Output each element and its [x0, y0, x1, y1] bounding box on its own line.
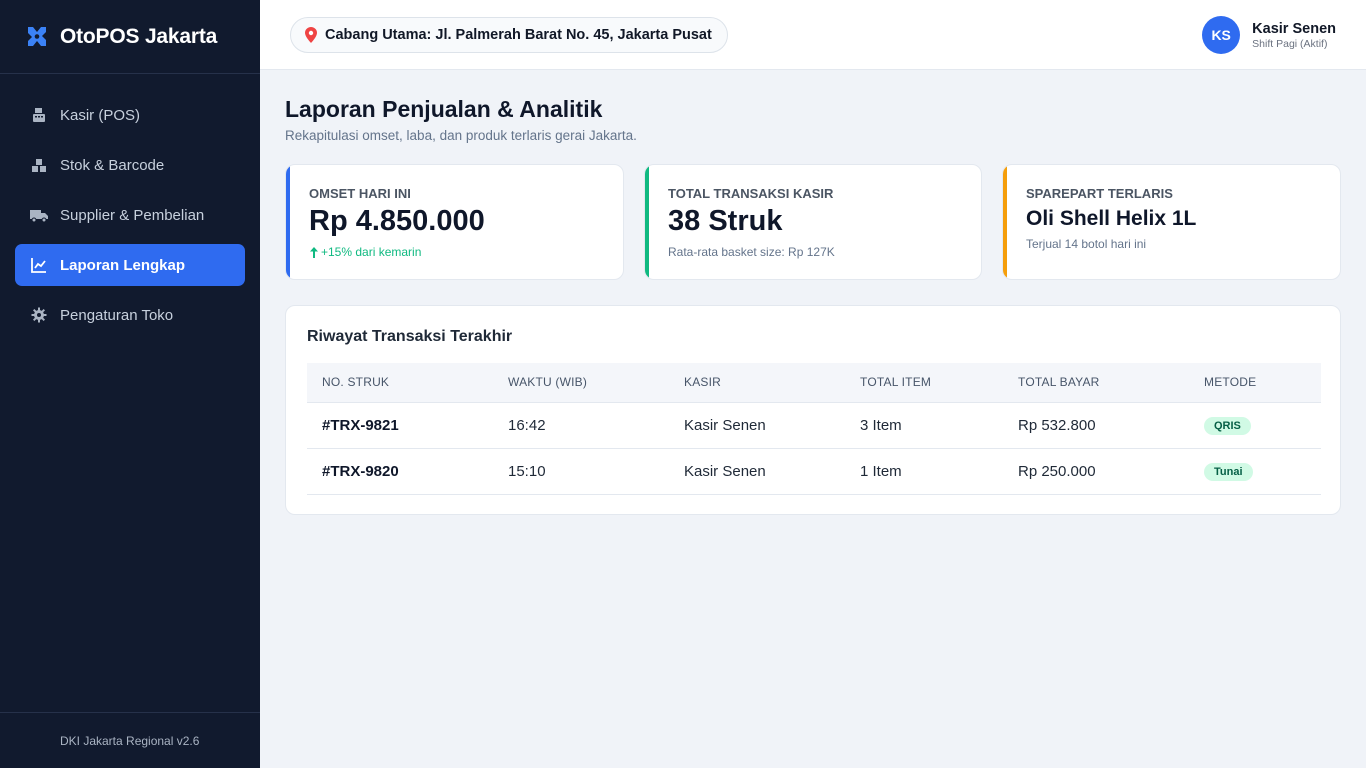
- table-row[interactable]: #TRX-9821 16:42 Kasir Senen 3 Item Rp 53…: [307, 402, 1321, 449]
- sidebar-item-label: Laporan Lengkap: [60, 256, 186, 274]
- topbar: Cabang Utama: Jl. Palmerah Barat No. 45,…: [260, 0, 1366, 70]
- column-header[interactable]: METODE: [1189, 363, 1321, 403]
- item-count: 1 Item: [845, 448, 1003, 495]
- receipt-id: #TRX-9820: [307, 448, 493, 495]
- sidebar: OtoPOS Jakarta Kasir (POS) Stok & Barcod…: [0, 0, 260, 768]
- card-label: TOTAL TRANSAKSI KASIR: [668, 186, 834, 201]
- cashier-name: Kasir Senen: [669, 402, 845, 449]
- payment-method-badge: Tunai: [1204, 462, 1253, 481]
- item-count: 3 Item: [845, 402, 1003, 449]
- card-value: Oli Shell Helix 1L: [1026, 207, 1197, 230]
- sidebar-item-label: Stok & Barcode: [60, 156, 165, 174]
- branch-label: Cabang Utama: Jl. Palmerah Barat No. 45,…: [325, 27, 712, 43]
- column-header[interactable]: TOTAL ITEM: [845, 363, 1003, 403]
- transaction-table: NO. STRUK WAKTU (WIB) KASIR TOTAL ITEM T…: [307, 363, 1321, 495]
- total-paid: Rp 532.800: [1003, 402, 1189, 449]
- table-title: Riwayat Transaksi Terakhir: [307, 328, 513, 345]
- gear-icon: [30, 306, 48, 324]
- column-header[interactable]: NO. STRUK: [307, 363, 493, 403]
- sidebar-item-supplier[interactable]: Supplier & Pembelian: [15, 194, 245, 236]
- cash-register-icon: [30, 106, 48, 124]
- card-note: Terjual 14 botol hari ini: [1026, 237, 1147, 251]
- card-accent: [286, 165, 290, 279]
- truck-icon: [30, 206, 48, 224]
- card-accent: [645, 165, 649, 279]
- user-name: Kasir Senen: [1252, 20, 1336, 37]
- sidebar-item-label: Pengaturan Toko: [60, 306, 174, 324]
- payment-method-badge: QRIS: [1204, 416, 1251, 435]
- transaction-time: 15:10: [493, 448, 669, 495]
- card-note: +15% dari kemarin: [309, 245, 421, 259]
- column-header[interactable]: WAKTU (WIB): [493, 363, 669, 403]
- page-subtitle: Rekapitulasi omset, laba, dan produk ter…: [285, 128, 637, 143]
- table-row[interactable]: #TRX-9820 15:10 Kasir Senen 1 Item Rp 25…: [307, 448, 1321, 495]
- sidebar-footer: DKI Jakarta Regional v2.6: [0, 712, 260, 768]
- sidebar-item-label: Supplier & Pembelian: [60, 206, 205, 224]
- card-accent: [1003, 165, 1007, 279]
- method-cell: Tunai: [1189, 448, 1321, 495]
- brand[interactable]: OtoPOS Jakarta: [0, 0, 260, 74]
- sidebar-item-laporan[interactable]: Laporan Lengkap: [15, 244, 245, 286]
- stat-card-transaksi: TOTAL TRANSAKSI KASIR 38 Struk Rata-rata…: [644, 164, 982, 280]
- card-note-text: +15% dari kemarin: [321, 245, 422, 259]
- page-title: Laporan Penjualan & Analitik: [285, 96, 603, 122]
- card-value: 38 Struk: [668, 205, 783, 237]
- branch-selector[interactable]: Cabang Utama: Jl. Palmerah Barat No. 45,…: [290, 17, 728, 53]
- sidebar-item-label: Kasir (POS): [60, 106, 141, 124]
- table-header-row: NO. STRUK WAKTU (WIB) KASIR TOTAL ITEM T…: [307, 363, 1321, 403]
- card-label: SPAREPART TERLARIS: [1026, 186, 1173, 201]
- transaction-time: 16:42: [493, 402, 669, 449]
- user-profile[interactable]: KS Kasir Senen Shift Pagi (Aktif): [1202, 16, 1336, 54]
- receipt-id: #TRX-9821: [307, 402, 493, 449]
- sidebar-item-kasir[interactable]: Kasir (POS): [15, 94, 245, 136]
- stat-card-omset: OMSET HARI INI Rp 4.850.000 +15% dari ke…: [285, 164, 624, 280]
- transaction-history-card: Riwayat Transaksi Terakhir NO. STRUK WAK…: [285, 305, 1341, 515]
- column-header[interactable]: TOTAL BAYAR: [1003, 363, 1189, 403]
- arrow-up-icon: [309, 246, 319, 258]
- tools-icon: [24, 24, 50, 50]
- card-value: Rp 4.850.000: [309, 205, 485, 237]
- user-shift: Shift Pagi (Aktif): [1252, 37, 1328, 50]
- sidebar-item-pengaturan[interactable]: Pengaturan Toko: [15, 294, 245, 336]
- stat-card-terlaris: SPAREPART TERLARIS Oli Shell Helix 1L Te…: [1002, 164, 1341, 280]
- sidebar-item-stok[interactable]: Stok & Barcode: [15, 144, 245, 186]
- avatar: KS: [1202, 16, 1241, 54]
- total-paid: Rp 250.000: [1003, 448, 1189, 495]
- sidebar-nav: Kasir (POS) Stok & Barcode Supplier & Pe…: [0, 74, 260, 336]
- brand-name: OtoPOS Jakarta: [60, 24, 218, 48]
- map-pin-icon: [305, 27, 319, 43]
- column-header[interactable]: KASIR: [669, 363, 845, 403]
- chart-line-icon: [30, 256, 48, 274]
- boxes-icon: [30, 156, 48, 174]
- method-cell: QRIS: [1189, 402, 1321, 449]
- card-note: Rata-rata basket size: Rp 127K: [668, 245, 835, 259]
- cashier-name: Kasir Senen: [669, 448, 845, 495]
- card-label: OMSET HARI INI: [309, 186, 411, 201]
